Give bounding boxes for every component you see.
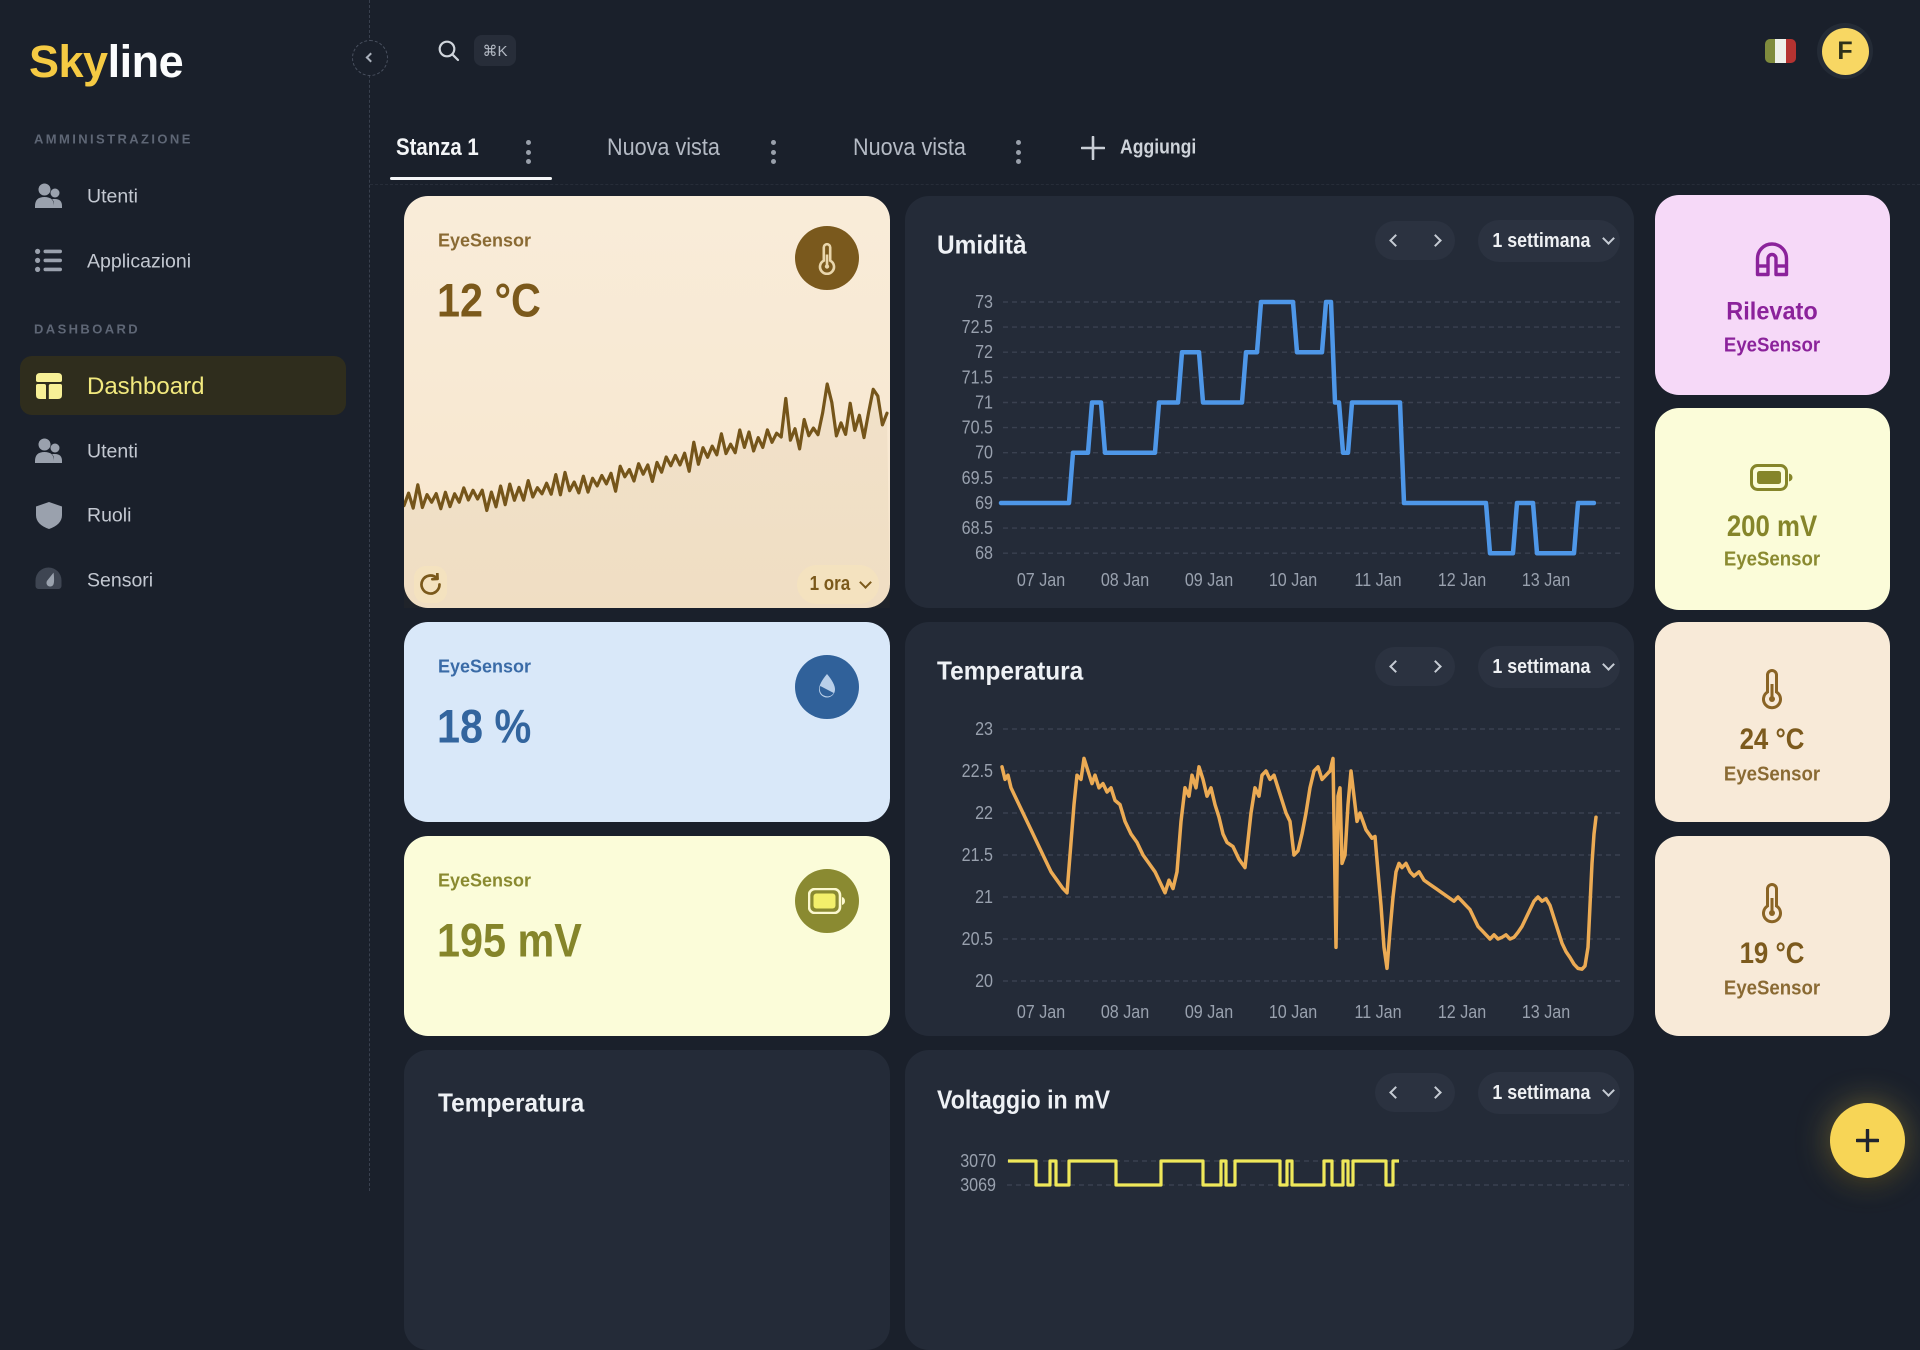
svg-text:69.5: 69.5	[962, 467, 993, 488]
svg-text:08 Jan: 08 Jan	[1101, 1001, 1149, 1022]
svg-text:70.5: 70.5	[962, 417, 993, 438]
svg-text:21: 21	[975, 886, 993, 907]
svg-text:3069: 3069	[960, 1174, 996, 1191]
svg-text:72.5: 72.5	[962, 316, 993, 337]
svg-text:69: 69	[975, 492, 993, 513]
svg-text:10 Jan: 10 Jan	[1269, 1001, 1317, 1022]
svg-text:22: 22	[975, 802, 993, 823]
svg-text:13 Jan: 13 Jan	[1522, 569, 1570, 590]
svg-text:11 Jan: 11 Jan	[1354, 569, 1401, 590]
svg-text:70: 70	[975, 442, 993, 463]
svg-text:09 Jan: 09 Jan	[1185, 569, 1233, 590]
svg-text:23: 23	[975, 718, 993, 739]
svg-text:07 Jan: 07 Jan	[1017, 569, 1065, 590]
svg-text:68.5: 68.5	[962, 517, 993, 538]
svg-text:21.5: 21.5	[962, 844, 993, 865]
svg-text:07 Jan: 07 Jan	[1017, 1001, 1065, 1022]
svg-text:71.5: 71.5	[962, 366, 993, 387]
svg-text:3070: 3070	[960, 1150, 996, 1171]
svg-text:10 Jan: 10 Jan	[1269, 569, 1317, 590]
svg-text:08 Jan: 08 Jan	[1101, 569, 1149, 590]
svg-text:73: 73	[975, 291, 993, 312]
svg-text:20: 20	[975, 970, 993, 991]
svg-text:71: 71	[975, 391, 993, 412]
svg-text:12 Jan: 12 Jan	[1438, 1001, 1486, 1022]
svg-text:11 Jan: 11 Jan	[1354, 1001, 1401, 1022]
svg-text:13 Jan: 13 Jan	[1522, 1001, 1570, 1022]
svg-text:68: 68	[975, 542, 993, 563]
svg-text:20.5: 20.5	[962, 928, 993, 949]
svg-text:22.5: 22.5	[962, 760, 993, 781]
svg-text:12 Jan: 12 Jan	[1438, 569, 1486, 590]
svg-text:72: 72	[975, 341, 993, 362]
svg-text:09 Jan: 09 Jan	[1185, 1001, 1233, 1022]
